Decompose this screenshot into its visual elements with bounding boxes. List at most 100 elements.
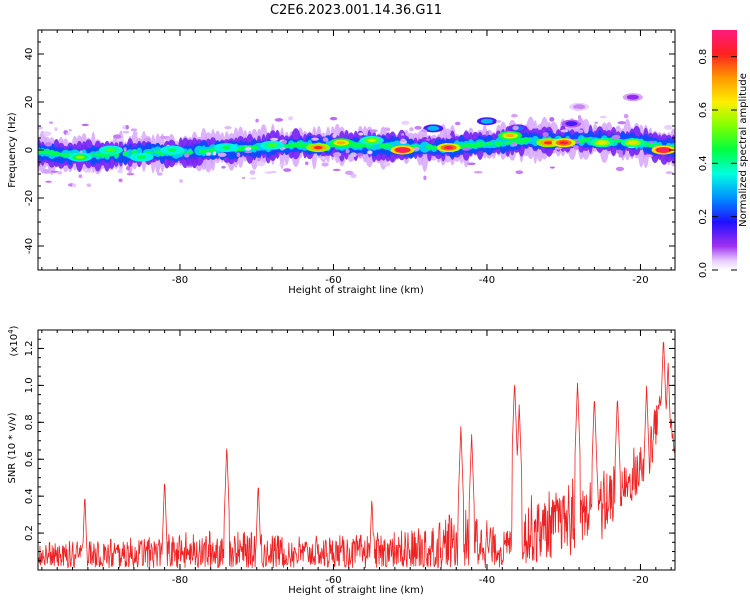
spectrogram-speckle	[45, 180, 52, 183]
spectrogram-speckle	[623, 113, 629, 119]
spectrogram-hotspot	[367, 138, 377, 142]
spectrogram-cell	[521, 137, 531, 143]
y-tick-label: 1.0	[24, 377, 35, 393]
spectrogram-blob	[626, 94, 639, 100]
spectrogram-speckle	[68, 129, 72, 132]
spectrogram-cell	[122, 151, 129, 157]
spectrogram-speckle	[549, 166, 555, 169]
spectrogram-speckle	[531, 125, 539, 129]
spectrogram-cell	[382, 144, 394, 149]
spectrogram-cell	[474, 141, 486, 147]
spectrogram-speckle	[616, 150, 624, 155]
spectrogram-speckle	[322, 137, 329, 142]
spectrogram-blob	[427, 125, 440, 131]
spectrogram-cell	[494, 141, 503, 147]
spectrogram-speckle	[577, 115, 582, 120]
spectrogram-speckle	[574, 108, 580, 112]
colorbar-tick-label: 0.4	[698, 155, 709, 171]
spectrogram-speckle	[423, 175, 427, 181]
spectrogram-speckle	[560, 129, 569, 133]
spectrogram-speckle	[45, 142, 53, 147]
spectrogram-speckle	[72, 183, 77, 188]
spectrogram-hotspot	[444, 146, 454, 150]
spectrogram-speckle	[126, 172, 135, 176]
y-tick-label: 40	[24, 48, 35, 61]
spectrogram-speckle	[333, 152, 342, 158]
spectrogram-speckle	[611, 134, 621, 140]
spectrogram-hotspot	[106, 148, 116, 152]
spectrogram-speckle	[205, 152, 212, 156]
x-tick-label: -20	[632, 275, 648, 286]
spectrogram-speckle	[305, 161, 309, 166]
colorbar-tick-label: 0.8	[698, 49, 709, 65]
spectrogram-cell	[581, 137, 591, 143]
spectrogram-speckle	[467, 162, 476, 166]
spectrogram-hotspot	[336, 141, 346, 145]
spectrogram-speckle	[224, 125, 232, 130]
snr-background	[38, 330, 675, 570]
spectrogram-speckle	[283, 168, 292, 172]
spectrogram-hotspot	[559, 141, 569, 145]
y-tick-label: 0.2	[24, 525, 35, 541]
spectrogram-speckle	[38, 125, 43, 130]
colorbar-tick-label: 0.6	[698, 102, 709, 118]
spectrogram-speckle	[244, 146, 252, 151]
spectrogram-speckle	[118, 178, 123, 183]
spectrogram-speckle	[383, 161, 391, 167]
spectrogram-speckle	[414, 125, 422, 130]
spectrogram-speckle	[54, 127, 58, 131]
spectrogram-speckle	[217, 152, 227, 157]
spectrogram-hotspot	[658, 148, 668, 152]
x-tick-label: -40	[479, 275, 495, 286]
y-tick-label: 0.4	[24, 488, 35, 504]
y-tick-label: 0	[24, 147, 35, 153]
spectrogram-speckle	[122, 130, 130, 134]
spectrogram-speckle	[345, 149, 350, 154]
spectrogram-speckle	[311, 137, 319, 141]
x-tick-label: -60	[325, 275, 341, 286]
spectrogram-speckle	[57, 170, 63, 175]
spectrogram-speckle	[409, 127, 414, 132]
colorbar-tick-label: 0.0	[698, 262, 709, 278]
spectrogram-speckle	[278, 163, 288, 166]
spectrogram-speckle	[241, 176, 246, 179]
spectrogram-speckle	[321, 162, 329, 167]
snr-series-line	[38, 341, 675, 569]
spectrogram-hotspot	[398, 148, 408, 152]
y-tick-label: -20	[24, 190, 35, 206]
spectrogram-hotspot	[505, 134, 515, 138]
spectrogram-speckle	[644, 154, 653, 158]
spectrogram-speckle	[159, 135, 168, 140]
spectrogram-speckle	[42, 169, 51, 174]
spectrogram-speckle	[185, 165, 193, 168]
spectrogram-speckle	[256, 157, 261, 162]
spectrogram-speckle	[321, 156, 326, 160]
spectrogram-hotspot	[167, 148, 177, 152]
spectrogram-speckle	[420, 129, 427, 133]
spectrogram-speckle	[473, 171, 483, 174]
spectrogram-speckle	[83, 170, 93, 173]
colorbar-ticks: 0.0 0.2 0.4 0.6 0.8	[698, 49, 737, 278]
spectrogram-blob	[480, 118, 493, 124]
spectrogram-speckle	[344, 170, 354, 176]
spectrogram-speckle	[50, 170, 59, 173]
spectrogram-hotspot	[543, 141, 553, 145]
y-tick-label: -40	[24, 238, 35, 254]
spectrogram-hotspot	[267, 143, 277, 147]
spectrogram-speckle	[495, 120, 502, 123]
spectrogram-speckle	[125, 124, 129, 130]
spectrogram-blob	[565, 121, 578, 127]
x-tick-label: -20	[632, 575, 648, 586]
spectrogram-speckle	[549, 117, 555, 122]
spectrogram-heatmap	[38, 93, 675, 188]
spectrogram-speckle	[179, 179, 183, 183]
spectrogram-speckle	[270, 137, 279, 141]
snr-x-axis-label: Height of straight line (km)	[288, 585, 424, 596]
spectrogram-speckle	[446, 134, 452, 140]
spectrogram-speckle	[249, 170, 256, 175]
spectrogram-cell	[485, 142, 494, 146]
y-tick-label: 0.6	[24, 451, 35, 467]
x-tick-label: -80	[172, 275, 188, 286]
spectrogram-speckle	[400, 138, 406, 143]
colorbar-gradient	[712, 30, 737, 270]
